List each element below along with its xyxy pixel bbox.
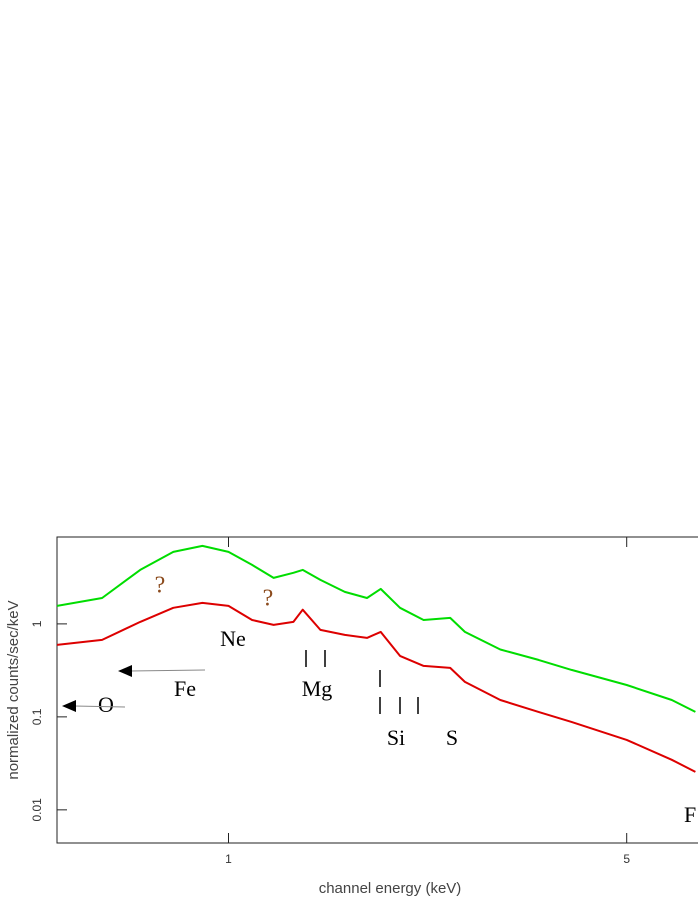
annotation: F [684,802,696,827]
y-tick-label: 0.1 [30,708,44,725]
x-tick-label: 1 [225,852,232,866]
annotation: O [98,692,114,717]
x-tick-label: 5 [623,852,630,866]
annotation: Ne [220,626,246,651]
annotation: ? [263,586,274,612]
line-markers [305,650,419,714]
annotation: S [446,725,458,750]
arrows [62,665,206,712]
plot-area [57,544,696,773]
plot-frame [56,536,698,844]
data-line [57,601,696,773]
x-axis-label: channel energy (keV) [319,880,462,897]
annotation: Si [387,725,405,750]
data-line [57,544,696,713]
annotation: ? [155,573,166,599]
annotation: Mg [302,676,333,701]
annotation: Fe [174,676,196,701]
axes: 1 5 0.01 0.1 1 [30,537,630,866]
y-tick-label: 1 [30,620,44,627]
y-axis-label: normalized counts/sec/keV [5,600,22,779]
y-tick-label: 0.01 [30,798,44,822]
